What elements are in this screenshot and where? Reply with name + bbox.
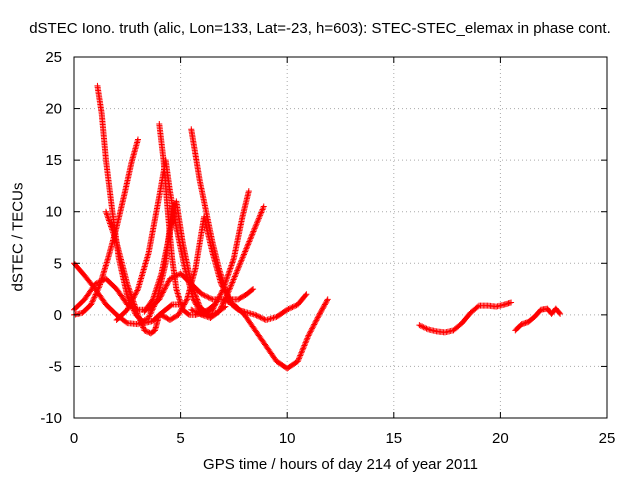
axis-ticks: 0 5 10 15 20 25 -10 -5 0 5 10 15 20 25	[40, 49, 615, 447]
data-point-marks	[102, 208, 163, 337]
data-point-marks	[512, 305, 564, 334]
plot-frame	[73, 56, 608, 419]
y-tick-label: -5	[49, 358, 62, 375]
x-axis-label: GPS time / hours of day 214 of year 2011	[203, 456, 478, 473]
series-12	[416, 299, 515, 336]
data-point-marks	[156, 121, 218, 318]
x-tick-label: 20	[492, 430, 509, 447]
series-7	[156, 121, 218, 318]
x-tick-label: 0	[70, 430, 78, 447]
y-tick-label: -10	[40, 410, 62, 427]
series-10	[158, 213, 257, 324]
x-tick-label: 15	[385, 430, 402, 447]
y-tick-label: 25	[45, 49, 62, 66]
series-13	[512, 305, 564, 334]
x-tick-label: 5	[176, 430, 184, 447]
data-point-marks	[158, 213, 257, 324]
data-point-marks	[188, 188, 252, 318]
y-tick-label: 5	[54, 255, 62, 272]
series-5	[102, 208, 163, 337]
x-tick-label: 25	[599, 430, 616, 447]
x-tick-label: 10	[279, 430, 296, 447]
y-tick-label: 10	[45, 204, 62, 221]
y-axis-label: dSTEC / TECUs	[9, 182, 27, 292]
y-tick-label: 0	[54, 307, 62, 324]
y-tick-label: 15	[45, 152, 62, 169]
data-points	[71, 82, 564, 372]
series-11	[188, 188, 252, 318]
chart-title: dSTEC Iono. truth (alic, Lon=133, Lat=-2…	[29, 20, 611, 37]
data-point-marks	[416, 299, 515, 336]
y-tick-label: 20	[45, 101, 62, 118]
data-point-marks	[71, 270, 331, 372]
series-4	[71, 270, 331, 372]
